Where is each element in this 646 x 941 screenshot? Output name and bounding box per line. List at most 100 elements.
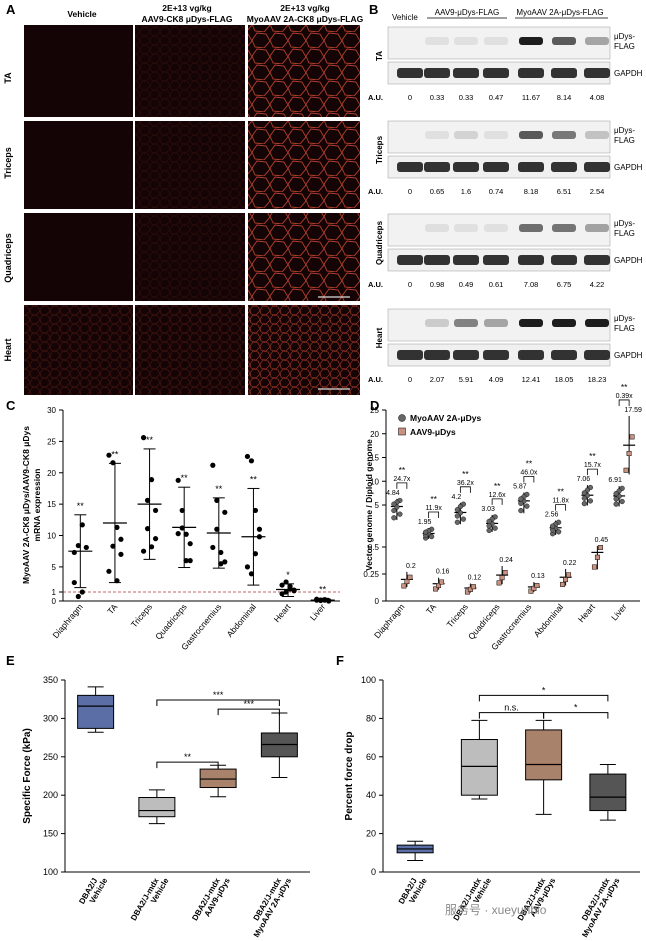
blot-band-gapdh bbox=[584, 68, 610, 78]
blot-band-gapdh bbox=[483, 162, 509, 172]
blot-au-value: 8.14 bbox=[557, 93, 572, 102]
y-tick-label: 350 bbox=[43, 675, 58, 685]
row-label-quadriceps: Quadriceps bbox=[3, 233, 13, 283]
comparison-bracket bbox=[491, 498, 503, 505]
data-point-myo bbox=[486, 523, 492, 529]
box bbox=[589, 773, 627, 812]
data-point bbox=[244, 453, 251, 460]
data-point bbox=[222, 509, 228, 515]
row-label-ta: TA bbox=[3, 72, 13, 84]
box bbox=[460, 739, 498, 796]
comparison-bracket bbox=[618, 399, 630, 406]
data-point-aav9 bbox=[464, 589, 470, 595]
significance-marker: ** bbox=[250, 474, 258, 484]
y-tick-label: 200 bbox=[43, 790, 58, 800]
y-tick-label: 5 bbox=[375, 501, 380, 510]
fold-change-label: 0.39x bbox=[616, 393, 634, 400]
data-point bbox=[71, 549, 77, 556]
data-point bbox=[106, 568, 112, 574]
blot-label-gapdh: GAPDH bbox=[614, 351, 643, 360]
blot-au-label: A.U. bbox=[368, 280, 383, 289]
blot-band-gapdh bbox=[397, 255, 423, 265]
micrograph-membrane-stain bbox=[248, 213, 360, 301]
data-point-myo bbox=[391, 507, 397, 514]
data-point-myo bbox=[423, 529, 429, 535]
blot-band-gapdh bbox=[453, 162, 479, 172]
blot-band-dys bbox=[454, 37, 478, 45]
y-axis-label: Vector genome / Diploid genome bbox=[364, 439, 374, 571]
x-tick-label: Triceps bbox=[129, 602, 154, 630]
data-point-aav9 bbox=[626, 451, 632, 456]
blot-band-gapdh bbox=[397, 68, 423, 78]
blot-band-dys bbox=[585, 131, 609, 139]
blot-tissue-label: TA bbox=[375, 51, 384, 61]
panel-a-letter: A bbox=[6, 2, 16, 17]
significance-label: ** bbox=[184, 752, 192, 762]
blot-tissue-label: Quadriceps bbox=[375, 220, 384, 265]
blot-band-dys bbox=[484, 37, 508, 45]
data-point bbox=[252, 507, 259, 514]
blot-band-gapdh bbox=[551, 162, 577, 172]
significance-marker: ** bbox=[462, 469, 469, 479]
blot-au-value: 8.18 bbox=[524, 187, 539, 196]
data-point bbox=[222, 559, 228, 565]
significance-marker: ** bbox=[146, 435, 154, 445]
blot-header-myo: MyoAAV 2A-μDys-FLAG bbox=[516, 8, 603, 17]
blot-band-dys bbox=[484, 319, 508, 327]
blot-band-dys bbox=[552, 37, 576, 45]
blot-band-gapdh bbox=[453, 350, 479, 360]
y-tick-label: 0 bbox=[52, 597, 57, 606]
blot-au-value: 4.09 bbox=[489, 375, 504, 384]
blot-au-value: 6.51 bbox=[557, 187, 572, 196]
blot-label-gapdh: GAPDH bbox=[614, 256, 643, 265]
data-point bbox=[218, 561, 224, 567]
data-point bbox=[252, 551, 259, 557]
blot-band-dys bbox=[454, 131, 478, 139]
data-point bbox=[175, 531, 181, 537]
blot-header-vehicle: Vehicle bbox=[392, 13, 418, 22]
y-tick-label: 60 bbox=[366, 752, 376, 762]
y-tick-label: 20 bbox=[47, 469, 56, 478]
data-point bbox=[214, 526, 220, 532]
fold-change-label: 15.7x bbox=[584, 462, 602, 469]
data-point bbox=[75, 542, 81, 549]
data-point bbox=[183, 558, 189, 564]
blot-band-dys bbox=[454, 224, 478, 232]
micrograph-membrane-stain bbox=[248, 25, 360, 117]
data-point bbox=[248, 458, 255, 464]
data-point bbox=[279, 591, 285, 597]
blot-band-gapdh bbox=[483, 68, 509, 78]
significance-bracket bbox=[543, 712, 609, 719]
comparison-bracket bbox=[586, 468, 598, 476]
y-tick-label: 15 bbox=[370, 454, 379, 463]
blot-band-gapdh bbox=[453, 68, 479, 78]
y-axis-label: Percent force drop bbox=[344, 732, 355, 821]
y-tick-label: 15 bbox=[47, 500, 56, 509]
data-point bbox=[140, 435, 147, 441]
blot-band-gapdh bbox=[518, 162, 544, 172]
blot-band-dys bbox=[425, 319, 449, 327]
data-point bbox=[152, 536, 159, 542]
blot-band-gapdh bbox=[483, 350, 509, 360]
blot-label-flag: FLAG bbox=[614, 136, 635, 145]
fold-change-label: 36.2x bbox=[457, 480, 475, 487]
box bbox=[77, 694, 115, 729]
x-tick-label: Liver bbox=[609, 602, 629, 623]
data-point bbox=[210, 544, 216, 551]
data-point-myo bbox=[457, 503, 463, 510]
data-point bbox=[179, 507, 185, 514]
myo-mean-label: 4.2 bbox=[452, 494, 462, 501]
significance-label: *** bbox=[243, 699, 254, 709]
blot-au-value: 0.61 bbox=[489, 280, 504, 289]
row-label-heart: Heart bbox=[3, 338, 13, 361]
blot-au-value: 2.07 bbox=[430, 375, 445, 384]
fold-change-label: 12.6x bbox=[489, 492, 507, 499]
blot-band-dys bbox=[425, 224, 449, 232]
watermark: 服务号 · xueyunbio bbox=[445, 902, 547, 917]
blot-band-dys bbox=[519, 319, 543, 327]
data-point-myo bbox=[619, 498, 625, 505]
legend-label-aav9: AAV9-μDys bbox=[410, 427, 456, 437]
panel-d-letter: D bbox=[370, 398, 379, 413]
y-tick-label: 0.25 bbox=[363, 570, 379, 579]
